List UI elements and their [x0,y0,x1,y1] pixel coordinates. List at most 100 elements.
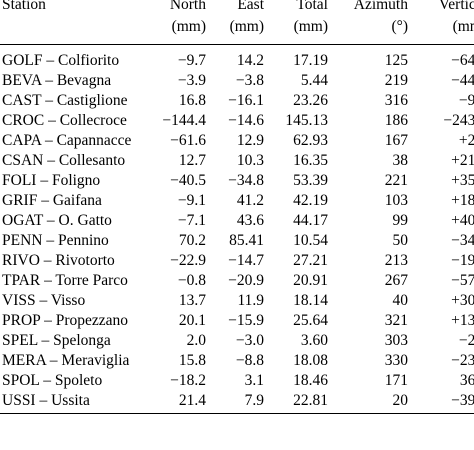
cell-station: PROP – Propezzano [2,312,128,329]
unit-station [0,16,150,45]
cell-station: CAPA – Capannacce [2,132,132,149]
cell-east: 7.9 [208,391,266,414]
cell-station: MERA – Meraviglia [2,352,130,369]
cell-station: TPAR – Torre Parco [2,272,128,289]
cell-azimuth: 103 [384,192,408,209]
cell-north: −7.1 [177,212,206,229]
cell-station: GRIF – Gaifana [2,192,102,209]
table-row: GRIF – Gaifana −9.1 41.2 42.19 103 +18.9 [0,191,474,211]
cell-azimuth: 167 [384,132,408,149]
cell-vertical: +30.2 [451,292,474,309]
cell-azimuth: 213 [384,252,408,269]
cell-east: 43.6 [236,212,264,229]
cell-east: −3.0 [235,332,264,349]
cell-total: 18.14 [293,292,328,309]
cell-total: 145.13 [285,112,328,129]
cell-north: 21.4 [150,391,208,414]
header-units-row: (mm) (mm) (mm) (°) (mm) [0,16,474,45]
cell-north: −3.9 [177,72,206,89]
cell-azimuth: 40 [392,292,409,309]
cell-east: 41.2 [236,192,264,209]
cell-azimuth: 99 [392,212,409,229]
cell-azimuth: 171 [384,372,408,389]
cell-north: −9.7 [177,52,206,69]
cell-north: 15.8 [178,352,206,369]
cell-total: 5.44 [300,72,328,89]
cell-vertical: −64.8 [451,52,474,69]
cell-north: 16.8 [178,92,206,109]
table-row: CSAN – Collesanto 12.7 10.3 16.35 38 +21.5 [0,151,474,171]
table-row: CAPA – Capannacce −61.6 12.9 62.93 167 +2.9 [0,131,474,151]
table-row: PENN – Pennino 70.2 85.41 10.54 50 −34.8 [0,231,474,251]
cell-vertical: −2.4 [458,332,474,349]
header-vertical: Vertical [438,0,474,13]
cell-east: 10.3 [236,152,264,169]
cell-north: −40.5 [170,172,206,189]
header-station: Station [2,0,46,13]
cell-north: −144.4 [162,112,206,129]
cell-east: 14.2 [236,52,264,69]
cell-station: PENN – Pennino [2,232,109,249]
cell-total: 27.21 [293,252,328,269]
unit-total: (mm) [266,16,330,45]
cell-east: −20.9 [228,272,264,289]
unit-azimuth: (°) [330,16,410,45]
cell-vertical: −34.8 [451,232,474,249]
cell-east: −8.8 [235,352,264,369]
cell-total: 20.91 [293,272,328,289]
table-row: CROC – Collecroce −144.4 −14.6 145.13 186 −24… [0,111,474,131]
station-displacement-table: Station North East Total Azimuth Vertica… [0,0,474,414]
cell-north: −22.9 [170,252,206,269]
cell-azimuth: 303 [384,332,408,349]
cell-station: GOLF – Colfiorito [2,52,120,69]
cell-east: 3.1 [244,372,264,389]
cell-east: −16.1 [228,92,264,109]
cell-north: 2.0 [186,332,206,349]
cell-azimuth: 38 [392,152,409,169]
cell-total: 22.81 [266,391,330,414]
table-row: MERA – Meraviglia 15.8 −8.8 18.08 330 −23.7 [0,351,474,371]
cell-east: −34.8 [228,172,264,189]
table-row: RIVO – Rivotorto −22.9 −14.7 27.21 213 −19.6 [0,251,474,271]
cell-vertical: −57.5 [451,272,474,289]
table-row: SPEL – Spelonga 2.0 −3.0 3.60 303 −2.4 [0,331,474,351]
header-total: Total [296,0,328,13]
cell-east: −15.9 [228,312,264,329]
cell-station: CROC – Collecroce [2,112,127,129]
cell-north: 20.1 [178,312,206,329]
cell-azimuth: 321 [384,312,408,329]
unit-east: (mm) [208,16,266,45]
cell-total: 42.19 [293,192,328,209]
cell-vertical: −19.6 [451,252,474,269]
cell-total: 44.17 [293,212,328,229]
cell-station: BEVA – Bevagna [2,72,112,89]
cell-north: −18.2 [170,372,206,389]
cell-total: 62.93 [293,132,328,149]
table-row: BEVA – Bevagna −3.9 −3.8 5.44 219 −44.4 [0,71,474,91]
cell-east: 85.41 [229,232,264,249]
cell-vertical: +13.6 [451,312,474,329]
table-row: TPAR – Torre Parco −0.8 −20.9 20.91 267 −57.5 [0,271,474,291]
cell-vertical: −23.7 [451,352,474,369]
table-row: VISS – Visso 13.7 11.9 18.14 40 +30.2 [0,291,474,311]
cell-vertical: −44.4 [451,72,474,89]
unit-north: (mm) [150,16,208,45]
cell-total: 17.19 [293,52,328,69]
cell-azimuth: 219 [384,72,408,89]
cell-azimuth: 267 [384,272,408,289]
cell-north: 12.7 [178,152,206,169]
cell-north: −0.8 [177,272,206,289]
cell-station: RIVO – Rivotorto [2,252,115,269]
cell-east: 11.9 [237,292,264,309]
cell-vertical: +2.9 [458,132,474,149]
cell-total: 23.26 [293,92,328,109]
table-row: PROP – Propezzano 20.1 −15.9 25.64 321 +13.6 [0,311,474,331]
table-row: GOLF – Colfiorito −9.7 14.2 17.19 125 −64.8 [0,45,474,72]
table-row: FOLI – Foligno −40.5 −34.8 53.39 221 +35.2 [0,171,474,191]
table-body: GOLF – Colfiorito −9.7 14.2 17.19 125 −64.8 BE… [0,45,474,414]
cell-vertical: 36.9 [459,372,474,389]
cell-total: 18.46 [293,372,328,389]
cell-north: 70.2 [178,232,206,249]
cell-vertical: +21.5 [451,152,474,169]
